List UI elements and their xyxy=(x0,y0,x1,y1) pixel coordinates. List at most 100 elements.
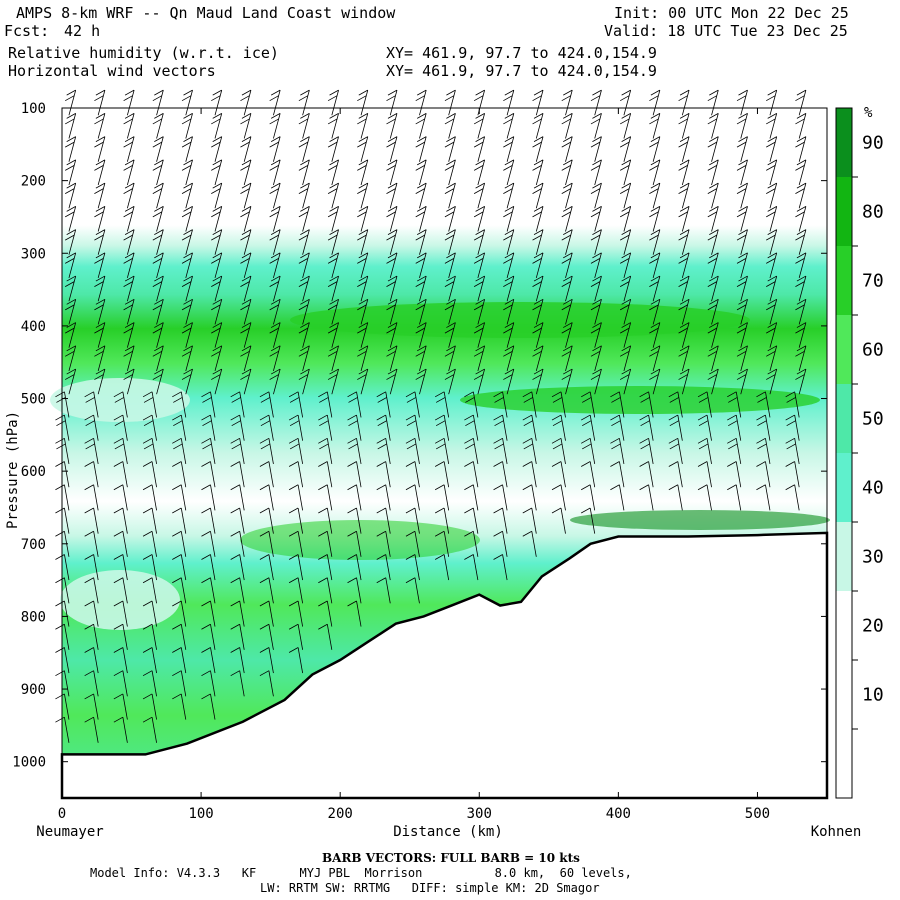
wind-barb xyxy=(503,159,515,186)
wind-barb xyxy=(649,159,661,186)
wind-barb xyxy=(386,252,398,279)
wind-barb xyxy=(123,368,135,395)
wind-barb xyxy=(347,554,362,581)
wind-barb xyxy=(288,507,304,534)
wind-barb xyxy=(795,89,807,116)
wind-barb xyxy=(503,252,515,279)
rh-patch xyxy=(460,386,820,414)
wind-barb xyxy=(444,229,456,255)
colorbar-label: 90 xyxy=(862,133,884,154)
wind-barb xyxy=(211,275,223,302)
wind-barb xyxy=(766,113,778,139)
wind-barb xyxy=(113,647,128,674)
wind-barb xyxy=(610,461,625,488)
wind-barb xyxy=(65,368,77,395)
wind-barb xyxy=(473,298,485,325)
wind-barb xyxy=(386,229,398,255)
wind-barb xyxy=(172,600,187,627)
wind-barb xyxy=(405,554,420,581)
wind-barb xyxy=(201,414,216,441)
wind-barb xyxy=(795,275,807,302)
wind-barb xyxy=(766,182,778,209)
wind-barb xyxy=(288,484,304,511)
wind-barb xyxy=(55,437,70,464)
wind-barb xyxy=(503,136,515,162)
wind-barb xyxy=(503,368,515,395)
wind-barb xyxy=(561,252,573,279)
wind-barb xyxy=(259,647,274,674)
wind-barb xyxy=(386,275,398,302)
wind-barb xyxy=(405,414,420,441)
wind-barb xyxy=(318,600,333,627)
wind-barb xyxy=(639,437,654,464)
wind-barb xyxy=(240,182,252,209)
y-axis-label: Pressure (hPa) xyxy=(5,411,21,529)
wind-barb xyxy=(386,298,398,325)
wind-barb xyxy=(707,89,719,116)
colorbar-segment xyxy=(836,315,852,384)
wind-barb xyxy=(65,345,77,372)
wind-barb xyxy=(678,182,690,209)
wind-barb xyxy=(649,89,661,116)
wind-barb xyxy=(444,89,456,116)
wind-barb xyxy=(697,391,712,418)
wind-barb xyxy=(318,414,333,441)
wind-barb xyxy=(376,577,391,604)
wind-barb xyxy=(532,322,544,348)
wind-barb xyxy=(65,206,77,232)
colorbar-segment xyxy=(836,522,852,591)
wind-barb xyxy=(444,159,456,186)
wind-barb xyxy=(678,206,690,232)
wind-barb xyxy=(123,182,135,209)
wind-barb xyxy=(649,322,661,348)
wind-barb xyxy=(473,368,485,395)
wind-barb xyxy=(619,275,632,302)
wind-barb xyxy=(181,345,193,372)
wind-barb xyxy=(142,647,157,674)
y-tick-label: 800 xyxy=(21,609,46,625)
colorbar-segment xyxy=(836,591,852,660)
xy-range-1: XY= 461.9, 97.7 to 424.0,154.9 xyxy=(386,44,657,62)
wind-barb xyxy=(298,89,310,116)
rh-patch xyxy=(570,510,830,530)
wind-barb xyxy=(376,554,391,581)
y-tick-label: 500 xyxy=(21,392,46,408)
wind-barb xyxy=(678,136,690,162)
wind-barb xyxy=(142,507,157,534)
wind-barb xyxy=(444,275,456,302)
wind-barb xyxy=(697,461,712,488)
wind-barb xyxy=(94,182,106,209)
wind-barb xyxy=(610,437,625,464)
x-tick-label: 0 xyxy=(58,806,66,822)
wind-barb xyxy=(522,507,537,534)
wind-barb xyxy=(736,159,748,186)
barb-legend: BARB VECTORS: FULL BARB = 10 kts xyxy=(322,851,580,865)
wind-barb xyxy=(678,275,690,302)
terrain xyxy=(60,531,829,800)
wind-barb xyxy=(415,159,427,186)
wind-barb xyxy=(503,322,515,348)
wind-barb xyxy=(619,252,632,279)
wind-barb xyxy=(649,136,661,162)
wind-barb xyxy=(142,716,157,743)
wind-barb xyxy=(444,182,456,209)
colorbar-label: 60 xyxy=(862,340,884,361)
wind-barb xyxy=(444,368,456,395)
wind-barb xyxy=(65,89,77,116)
wind-barb xyxy=(65,136,77,162)
wind-barb xyxy=(503,113,515,139)
wind-barb xyxy=(211,182,223,209)
wind-barb xyxy=(240,275,252,302)
wind-barb xyxy=(376,484,391,511)
wind-barb xyxy=(707,298,719,325)
wind-barb xyxy=(532,206,544,232)
wind-barb xyxy=(473,159,485,186)
wind-barb xyxy=(201,484,216,511)
wind-barb xyxy=(211,113,223,139)
wind-barb xyxy=(727,391,742,418)
wind-barb xyxy=(55,693,70,720)
wind-barb xyxy=(84,554,99,581)
wind-barb xyxy=(55,600,70,627)
wind-barb xyxy=(230,484,245,511)
forecast-value: 42 h xyxy=(64,22,101,40)
